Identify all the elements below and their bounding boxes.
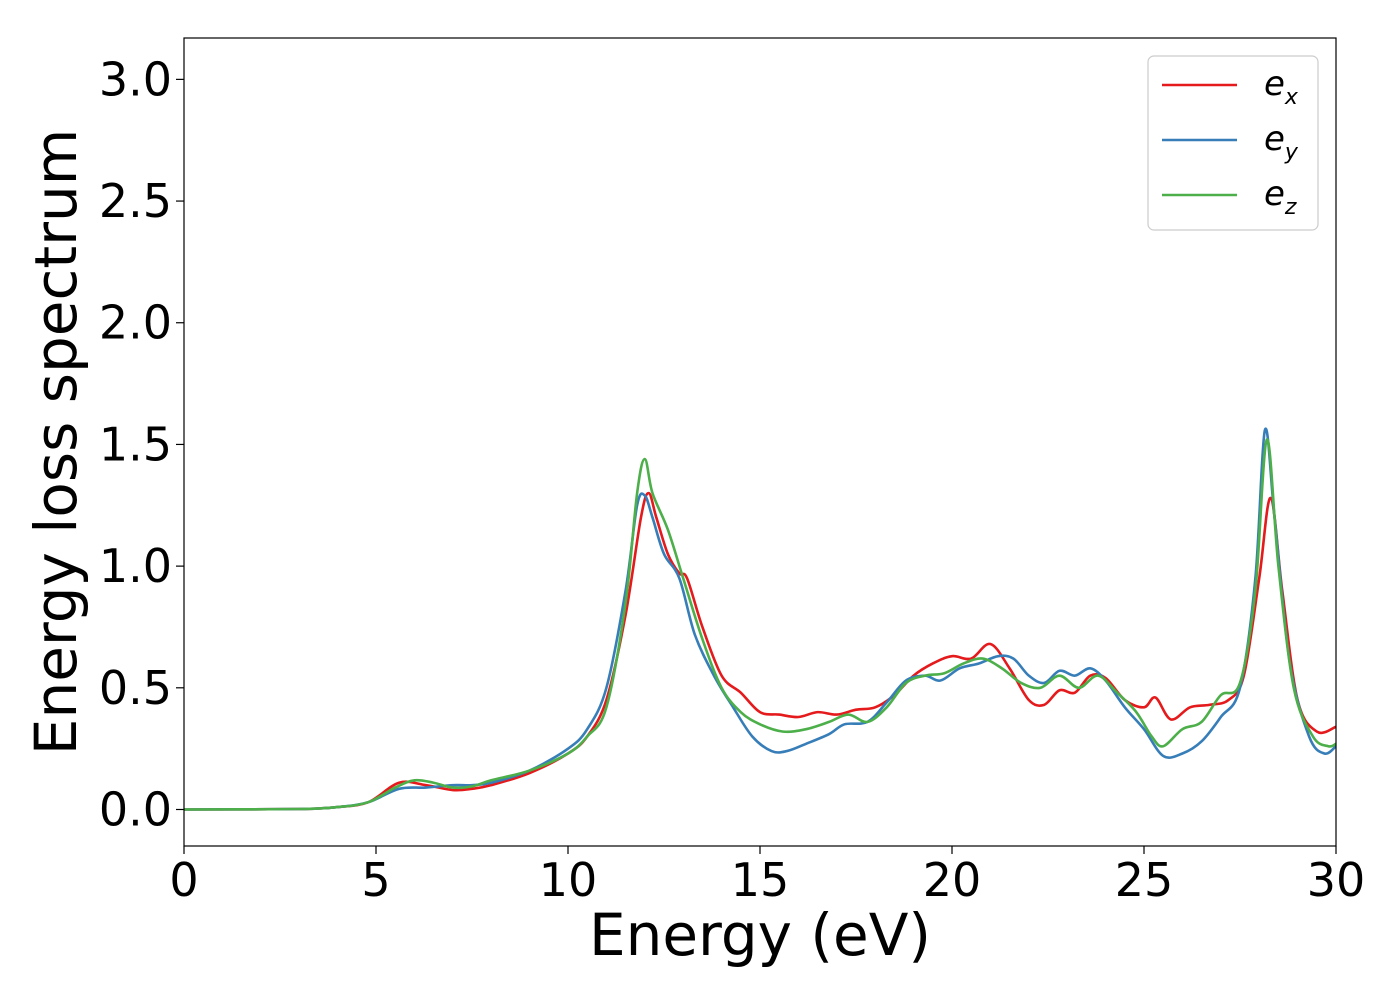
y-tick-label: 0.5 (99, 661, 172, 715)
y-tick-label: 2.5 (99, 174, 172, 228)
x-axis-title: Energy (eV) (589, 901, 931, 969)
y-tick-label: 1.0 (99, 539, 172, 593)
legend-label-z: ez (1264, 174, 1297, 220)
y-axis-title: Energy loss spectrum (22, 129, 90, 755)
x-axis: 0 5 10 15 20 25 30 (169, 846, 1365, 907)
series-lines (184, 427, 1336, 811)
series-line-e-y (184, 427, 1336, 811)
y-axis: 0.0 0.5 1.0 1.5 2.0 2.5 3.0 (99, 52, 184, 836)
x-tick-label: 15 (731, 853, 790, 907)
x-tick-label: 0 (169, 853, 198, 907)
x-tick-label: 20 (923, 853, 982, 907)
x-tick-label: 25 (1115, 853, 1174, 907)
legend-label-x: ex (1264, 64, 1299, 110)
series-line-e-z (184, 438, 1336, 811)
y-tick-label: 0.0 (99, 782, 172, 836)
legend-label-y: ey (1264, 119, 1299, 165)
legend: ex ey ez (1147, 55, 1319, 231)
x-tick-label: 5 (361, 853, 390, 907)
legend-box (1147, 55, 1319, 231)
x-tick-label: 30 (1307, 853, 1366, 907)
y-tick-label: 3.0 (99, 52, 172, 106)
series-line-e-x (184, 491, 1336, 811)
y-tick-label: 2.0 (99, 296, 172, 350)
y-tick-label: 1.5 (99, 417, 172, 471)
x-tick-label: 10 (539, 853, 598, 907)
